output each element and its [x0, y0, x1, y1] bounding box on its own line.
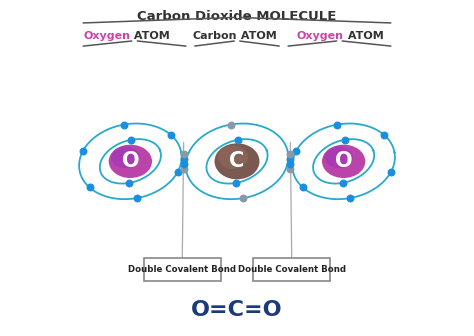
Point [120, 122, 128, 127]
Text: Carbon: Carbon [192, 31, 237, 41]
FancyBboxPatch shape [254, 258, 330, 282]
Text: Double Covalent Bond: Double Covalent Bond [128, 265, 236, 274]
Ellipse shape [325, 146, 353, 168]
Point [167, 132, 175, 138]
Ellipse shape [215, 143, 259, 179]
Text: O: O [121, 151, 139, 171]
Point [240, 196, 247, 201]
Text: Oxygen: Oxygen [297, 31, 344, 41]
Point [180, 156, 188, 162]
Point [339, 180, 346, 185]
Point [346, 196, 354, 201]
Ellipse shape [111, 146, 139, 168]
Text: C: C [229, 151, 245, 171]
Point [79, 148, 87, 154]
Point [299, 185, 307, 190]
Point [234, 137, 242, 142]
Point [180, 151, 188, 157]
Point [232, 180, 240, 185]
Point [286, 151, 294, 157]
Ellipse shape [109, 145, 152, 178]
Point [286, 161, 294, 166]
FancyBboxPatch shape [144, 258, 220, 282]
Point [180, 161, 188, 166]
Point [180, 166, 188, 171]
Point [387, 169, 395, 175]
Text: O: O [335, 151, 353, 171]
Text: O=C=O: O=C=O [191, 300, 283, 320]
Text: Double Covalent Bond: Double Covalent Bond [238, 265, 346, 274]
Ellipse shape [322, 145, 365, 178]
Point [133, 196, 141, 201]
Point [381, 132, 388, 138]
Ellipse shape [218, 146, 248, 169]
Point [333, 122, 341, 127]
Point [286, 156, 294, 162]
Text: Oxygen: Oxygen [83, 31, 130, 41]
Point [126, 180, 133, 185]
Point [341, 137, 348, 142]
Point [128, 137, 135, 142]
Text: ATOM: ATOM [237, 31, 277, 41]
Text: ATOM: ATOM [130, 31, 170, 41]
Point [292, 148, 300, 154]
Point [227, 122, 234, 127]
Text: Carbon Dioxide MOLECULE: Carbon Dioxide MOLECULE [137, 10, 337, 23]
Point [286, 166, 294, 171]
Point [86, 185, 93, 190]
Point [174, 169, 182, 175]
Text: ATOM: ATOM [344, 31, 383, 41]
